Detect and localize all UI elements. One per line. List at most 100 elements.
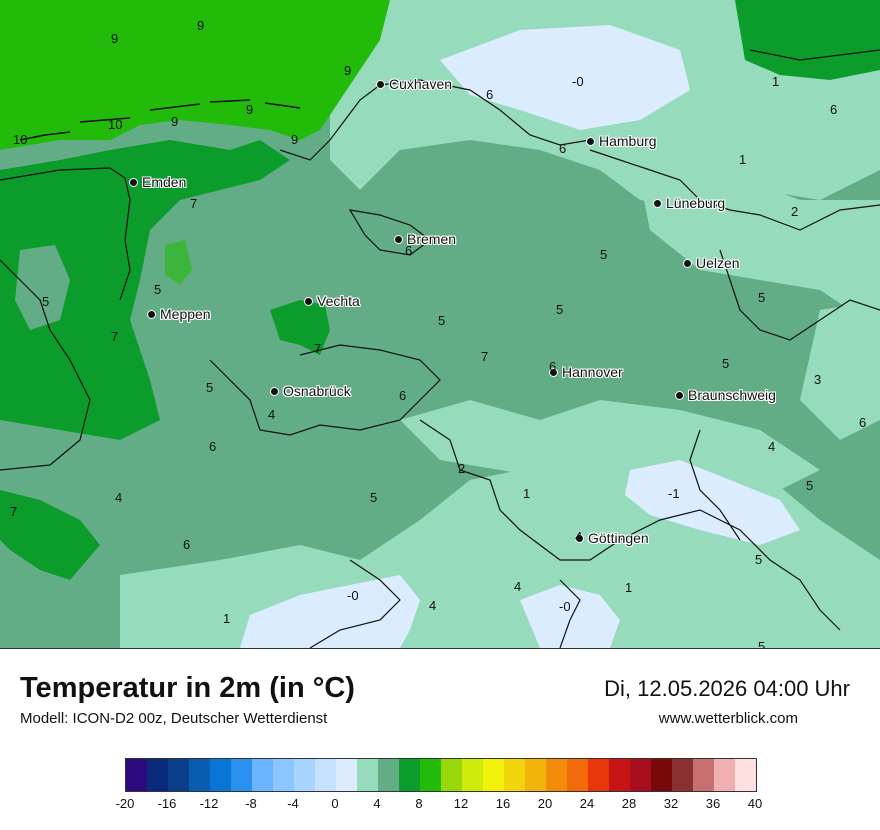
color-scale-swatch [441,759,462,791]
map-fields [0,0,880,648]
city-label: Uelzen [696,255,740,271]
city-label: Emden [142,174,187,190]
city-label: Bremen [407,231,457,247]
temp-value: -0 [559,599,571,614]
temperature-map: Cuxhaven Hamburg Emden Lüneburg Bremen U… [0,0,880,649]
temp-value: 3 [814,372,822,387]
color-scale-swatch [168,759,189,791]
temp-value: 5 [755,552,763,567]
color-scale-swatch [483,759,504,791]
temp-value: 4 [768,439,776,454]
city-label: Lüneburg [666,195,726,211]
city-goettingen[interactable]: Göttingen [575,530,649,546]
temp-value: 4 [115,490,123,505]
color-scale-swatch [525,759,546,791]
color-scale-swatch [420,759,441,791]
color-scale-swatch [252,759,273,791]
color-scale-swatch [462,759,483,791]
city-label: Meppen [160,306,211,322]
temp-value: 6 [859,415,867,430]
temp-value: 5 [600,247,608,262]
temp-value: 5 [758,290,766,305]
city-emden[interactable]: Emden [129,174,186,190]
city-hamburg[interactable]: Hamburg [586,133,657,149]
temp-value: 4 [429,598,437,613]
color-scale-swatch [336,759,357,791]
color-scale-swatch [294,759,315,791]
color-scale-tick-label: -12 [199,796,219,811]
city-bremen[interactable]: Bremen [394,231,456,247]
color-scale-swatch [273,759,294,791]
temp-value: 7 [190,196,198,211]
city-vechta[interactable]: Vechta [304,293,360,309]
color-scale-swatch [630,759,651,791]
color-scale-swatch [651,759,672,791]
city-marker-icon [376,79,385,89]
temp-value: 9 [171,114,179,129]
color-scale-swatch [378,759,399,791]
city-marker-icon [586,136,595,146]
city-osnabrueck[interactable]: Osnabrück [270,383,351,399]
city-marker-icon [549,367,558,377]
city-marker-icon [147,309,156,319]
temp-value: 7 [111,329,119,344]
color-scale-tick-label: -16 [157,796,177,811]
temp-value: -1 [668,486,680,501]
city-uelzen[interactable]: Uelzen [683,255,740,271]
color-scale-swatch [126,759,147,791]
temp-value: 10 [108,117,123,132]
temp-value: 9 [246,102,254,117]
temp-value: 5 [722,356,730,371]
color-scale-swatch [147,759,168,791]
city-label: Hannover [562,364,623,380]
color-scale-swatch [357,759,378,791]
temp-value: 4 [514,579,522,594]
temp-value: 1 [523,486,531,501]
city-hannover[interactable]: Hannover [549,364,623,380]
temp-value: -0 [572,74,584,89]
temp-value: 5 [42,294,50,309]
color-scale-bar [125,758,757,792]
color-scale-swatch [588,759,609,791]
city-marker-icon [394,234,403,244]
temp-value: 6 [209,439,217,454]
temp-value: 6 [399,388,407,403]
website-link[interactable]: www.wetterblick.com [658,710,798,727]
temp-value: 6 [486,87,494,102]
temp-value: 7 [481,349,489,364]
temp-value: 9 [197,18,205,33]
city-label: Göttingen [588,530,649,546]
city-meppen[interactable]: Meppen [147,306,211,322]
color-scale-swatch [231,759,252,791]
color-scale-tick-label: 16 [495,796,511,811]
color-scale-swatch [609,759,630,791]
model-info: Modell: ICON-D2 00z, Deutscher Wetterdie… [20,710,328,727]
city-lueneburg[interactable]: Lüneburg [653,195,725,211]
temp-value: 5 [154,282,162,297]
color-scale-swatch [672,759,693,791]
temp-value: 5 [758,639,766,649]
temp-value: 2 [791,204,799,219]
temp-value: 2 [458,461,466,476]
city-label: Osnabrück [283,383,351,399]
temp-value: 6 [183,537,191,552]
temp-value: 5 [206,380,214,395]
color-scale-swatch [693,759,714,791]
city-braunschweig[interactable]: Braunschweig [675,387,776,403]
temp-value: 7 [10,504,18,519]
temp-value: 6 [559,141,567,156]
color-scale-swatch [189,759,210,791]
color-scale-tick-label: 4 [373,796,381,811]
color-scale-tick-label: -20 [115,796,135,811]
forecast-datetime: Di, 12.05.2026 04:00 Uhr [604,676,850,701]
city-label: Vechta [317,293,360,309]
temp-value: 10 [13,132,28,147]
temp-value: 9 [111,31,119,46]
color-scale-swatch [546,759,567,791]
color-scale-swatch [399,759,420,791]
color-scale-tick-label: 40 [747,796,763,811]
temp-value: 1 [772,74,780,89]
color-scale-tick-label: 20 [537,796,553,811]
city-cuxhaven[interactable]: Cuxhaven [376,76,452,92]
color-scale-tick-label: -4 [287,796,299,811]
